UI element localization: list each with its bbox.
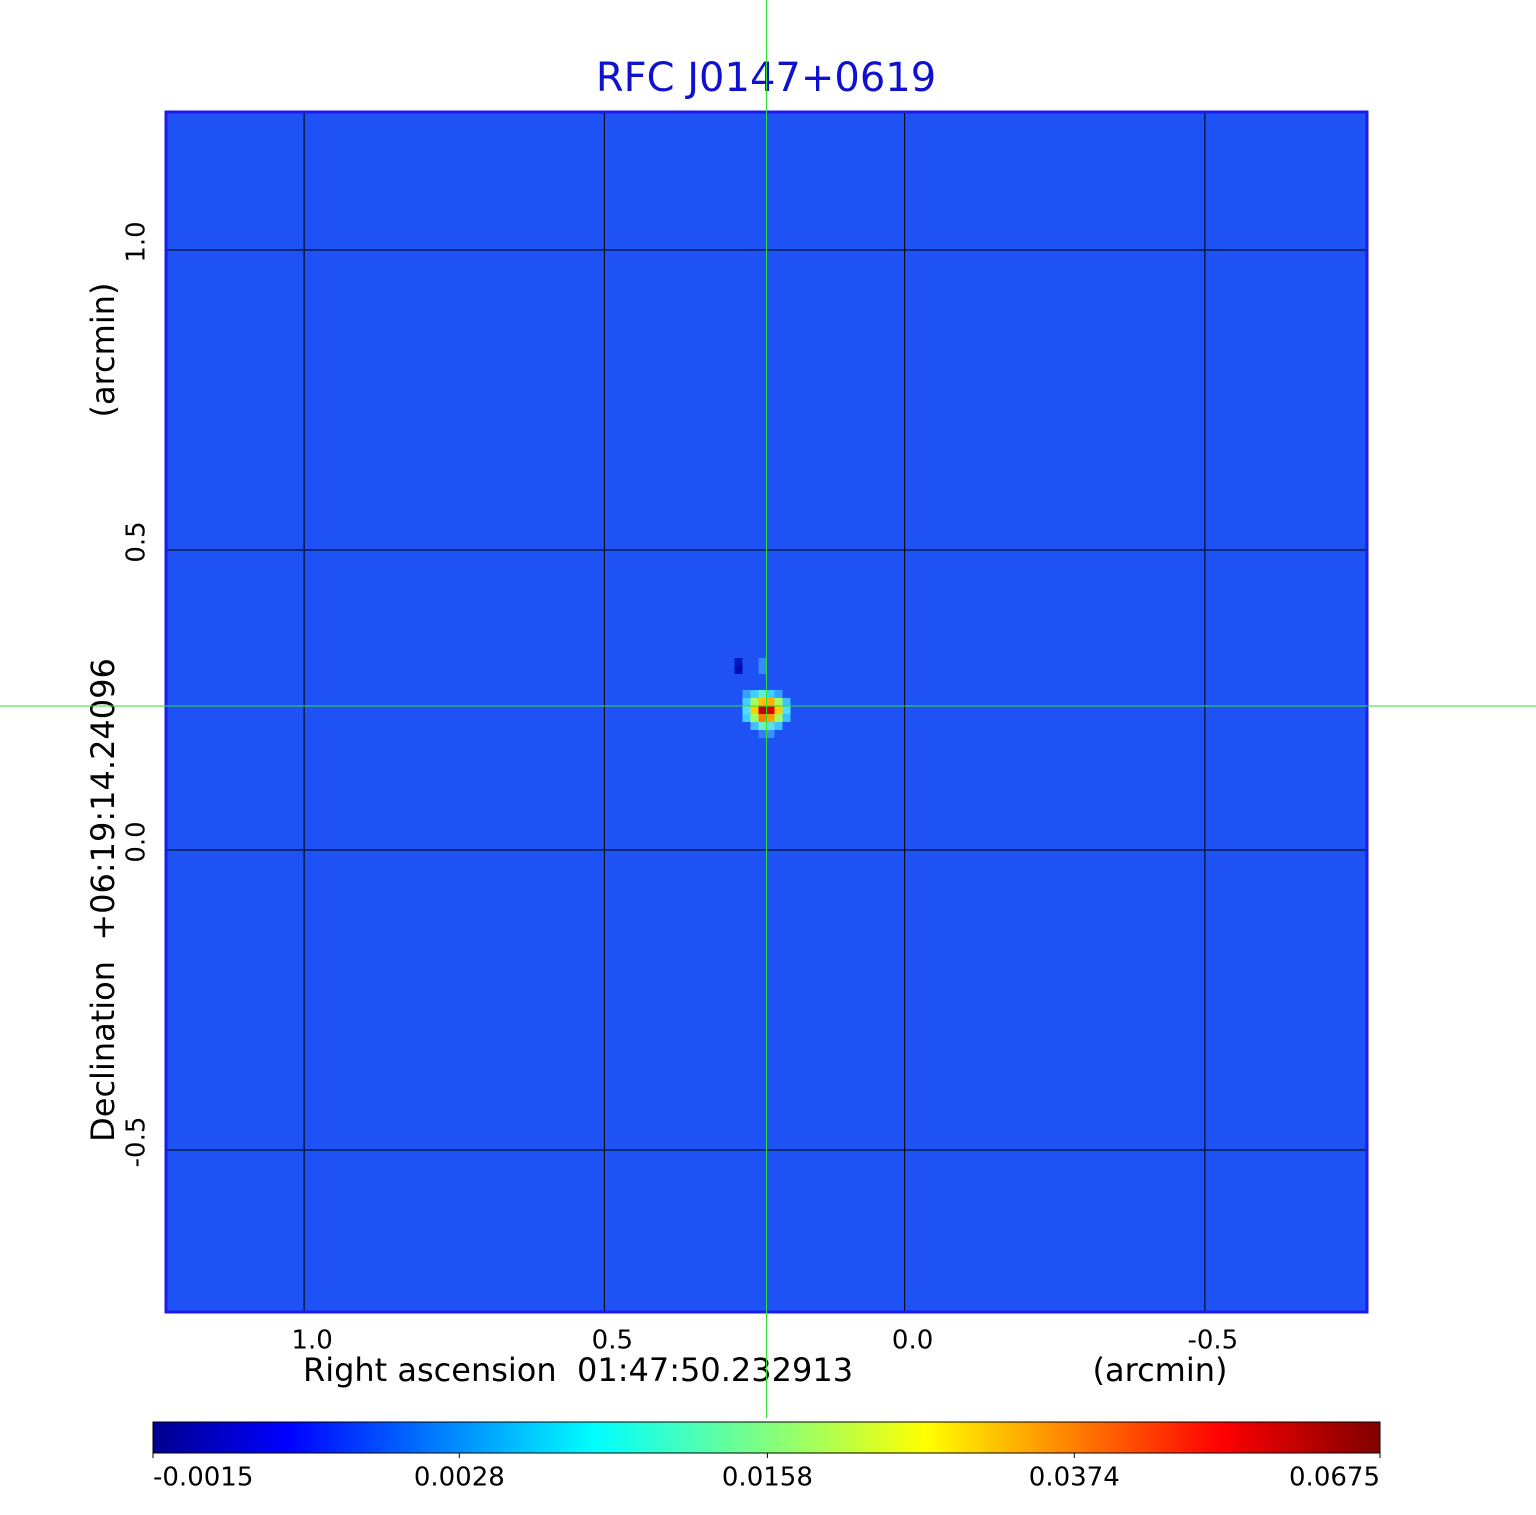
source-pixel xyxy=(766,706,775,714)
source-pixel xyxy=(742,714,751,722)
source-pixel xyxy=(750,706,759,714)
colorbar-tick-label: 0.0158 xyxy=(722,1463,813,1493)
source-pixel xyxy=(758,690,767,698)
source-pixel xyxy=(742,690,751,698)
colorbar-tick-label: -0.0015 xyxy=(153,1463,253,1493)
source-pixel xyxy=(758,722,767,730)
y-tick-label: 0.5 xyxy=(122,521,152,562)
source-pixel xyxy=(766,722,775,730)
source-pixel xyxy=(766,698,775,706)
source-pixel xyxy=(758,666,767,674)
y-tick-label: -0.5 xyxy=(122,1117,152,1168)
source-pixel xyxy=(758,698,767,706)
source-pixel xyxy=(750,690,759,698)
source-pixel xyxy=(766,730,775,738)
x-axis-label: Right ascension 01:47:50.232913 xyxy=(303,1351,853,1389)
x-tick-label: 0.5 xyxy=(592,1326,633,1356)
colorbar xyxy=(152,1421,1381,1454)
source-pixel xyxy=(774,714,783,722)
source-pixel xyxy=(774,698,783,706)
source-blob xyxy=(734,658,791,738)
source-pixel xyxy=(782,714,791,722)
y-axis-unit: (arcmin) xyxy=(84,283,122,418)
colorbar-tick-label: 0.0374 xyxy=(1029,1463,1120,1493)
x-tick-label: -0.5 xyxy=(1187,1326,1238,1356)
source-pixel xyxy=(742,698,751,706)
y-axis-label: Declination +06:19:14.24096 xyxy=(84,658,122,1142)
source-pixel xyxy=(734,658,743,666)
x-tick-label: 1.0 xyxy=(291,1326,332,1356)
x-axis-unit: (arcmin) xyxy=(1093,1351,1228,1389)
x-tick-label: 0.0 xyxy=(892,1326,933,1356)
source-pixel xyxy=(758,658,767,666)
source-pixel xyxy=(774,690,783,698)
y-tick-label: 1.0 xyxy=(122,221,152,262)
source-pixel xyxy=(750,722,759,730)
source-pixel xyxy=(782,706,791,714)
source-pixel xyxy=(742,706,751,714)
colorbar-tick-label: 0.0675 xyxy=(1289,1463,1380,1493)
source-pixel xyxy=(774,722,783,730)
source-pixel xyxy=(766,690,775,698)
source-pixel xyxy=(758,714,767,722)
source-pixel xyxy=(766,714,775,722)
y-tick-label: 0.0 xyxy=(122,821,152,862)
source-pixel xyxy=(750,714,759,722)
source-pixel xyxy=(758,730,767,738)
source-pixel xyxy=(734,666,743,674)
source-pixel xyxy=(750,698,759,706)
colorbar-tick-label: 0.0028 xyxy=(414,1463,505,1493)
source-pixel xyxy=(782,698,791,706)
source-pixel xyxy=(758,706,767,714)
source-pixel xyxy=(774,706,783,714)
